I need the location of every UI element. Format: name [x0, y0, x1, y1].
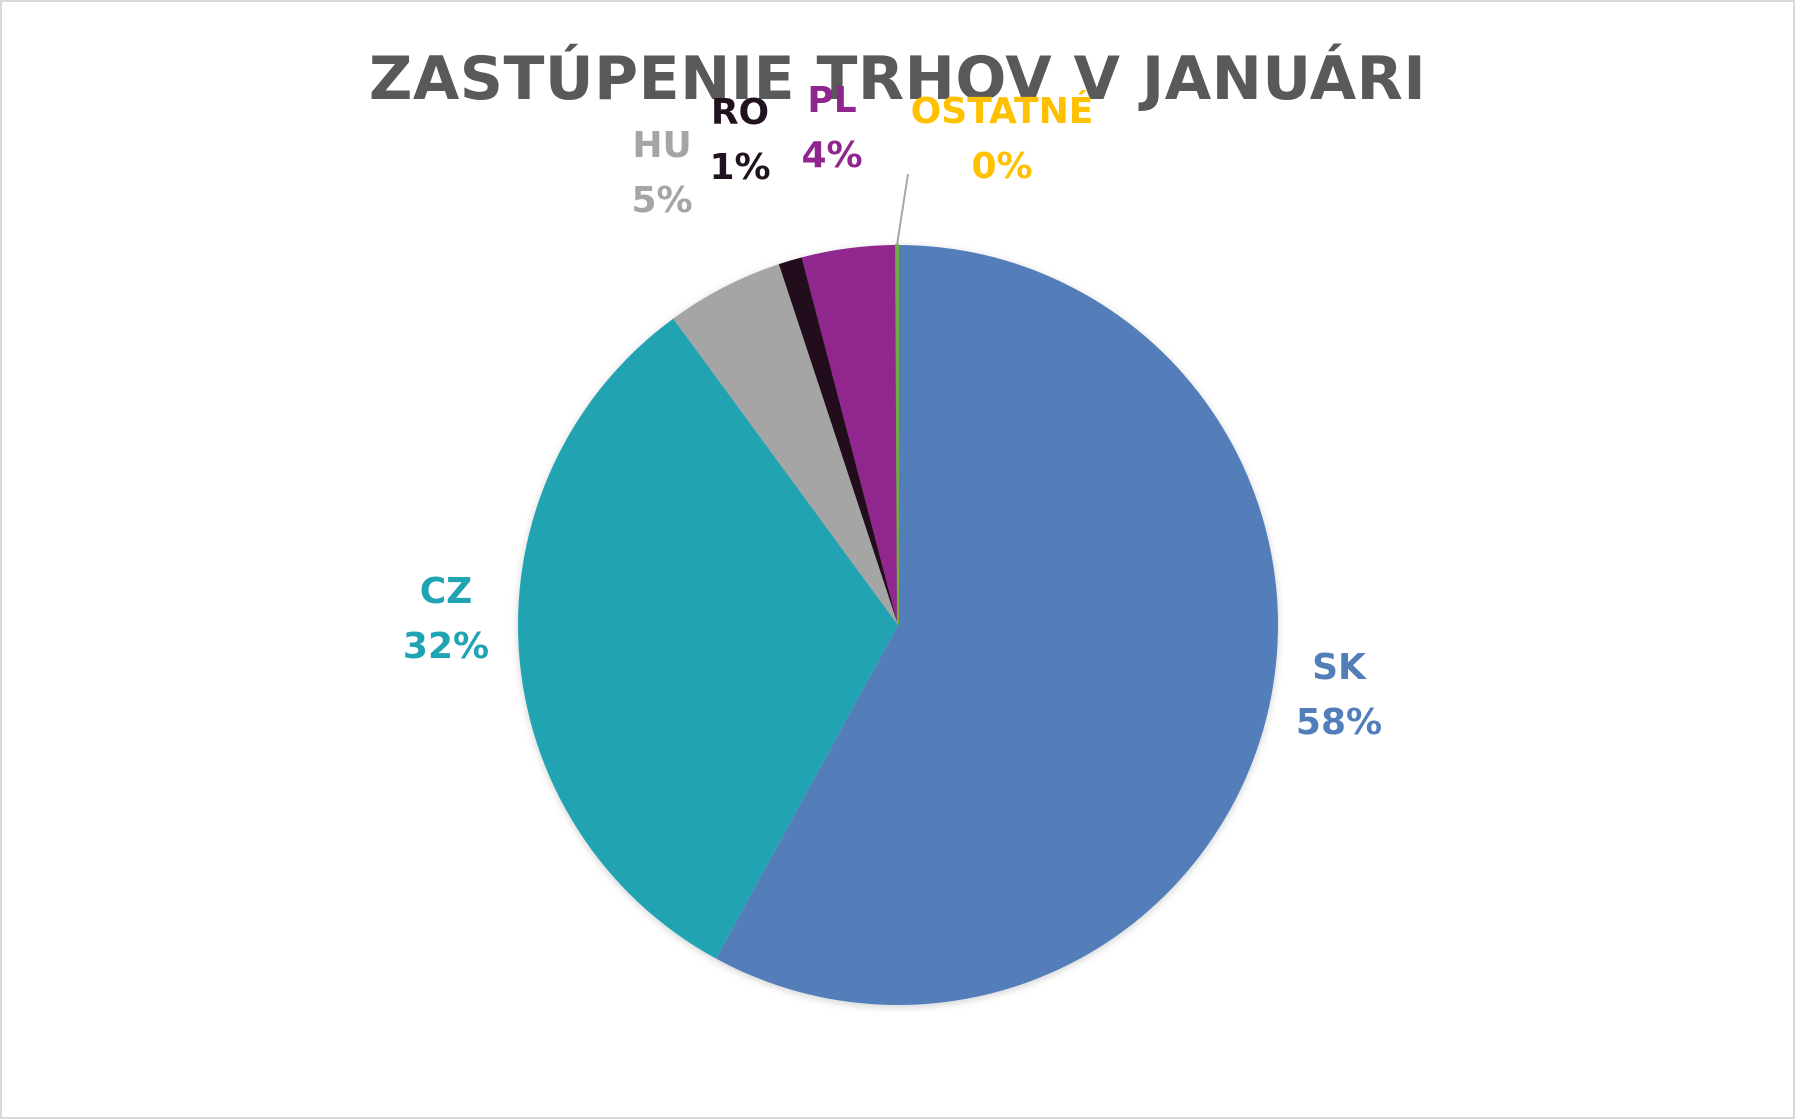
pie-slice-pl[interactable]: [801, 245, 898, 625]
slice-label-value-hu: 5%: [631, 180, 692, 221]
slice-label-name-cz: CZ: [420, 571, 473, 612]
pie-slice-hu[interactable]: [673, 264, 898, 625]
pie-slice-cz[interactable]: [518, 318, 898, 959]
pie-slice-ro[interactable]: [778, 257, 898, 625]
slice-label-name-ro: RO: [711, 92, 769, 133]
slice-label-value-cz: 32%: [403, 626, 489, 667]
pie-slices: [518, 243, 1278, 1005]
slice-label-value-ro: 1%: [709, 147, 770, 188]
slice-label-name-ostatné: OSTATNÉ: [911, 90, 1094, 132]
slice-label-value-ostatné: 0%: [971, 146, 1032, 187]
slice-label-name-sk: SK: [1312, 647, 1367, 688]
pie-slice-sk[interactable]: [715, 245, 1278, 1005]
chart-title: ZASTÚPENIE TRHOV V JANUÁRI: [368, 44, 1427, 114]
slice-label-name-hu: HU: [632, 125, 691, 166]
slice-label-name-pl: PL: [807, 80, 856, 121]
leader-line-ostatné: [896, 173, 909, 246]
slice-label-value-sk: 58%: [1296, 702, 1382, 743]
slice-label-value-pl: 4%: [801, 135, 862, 176]
